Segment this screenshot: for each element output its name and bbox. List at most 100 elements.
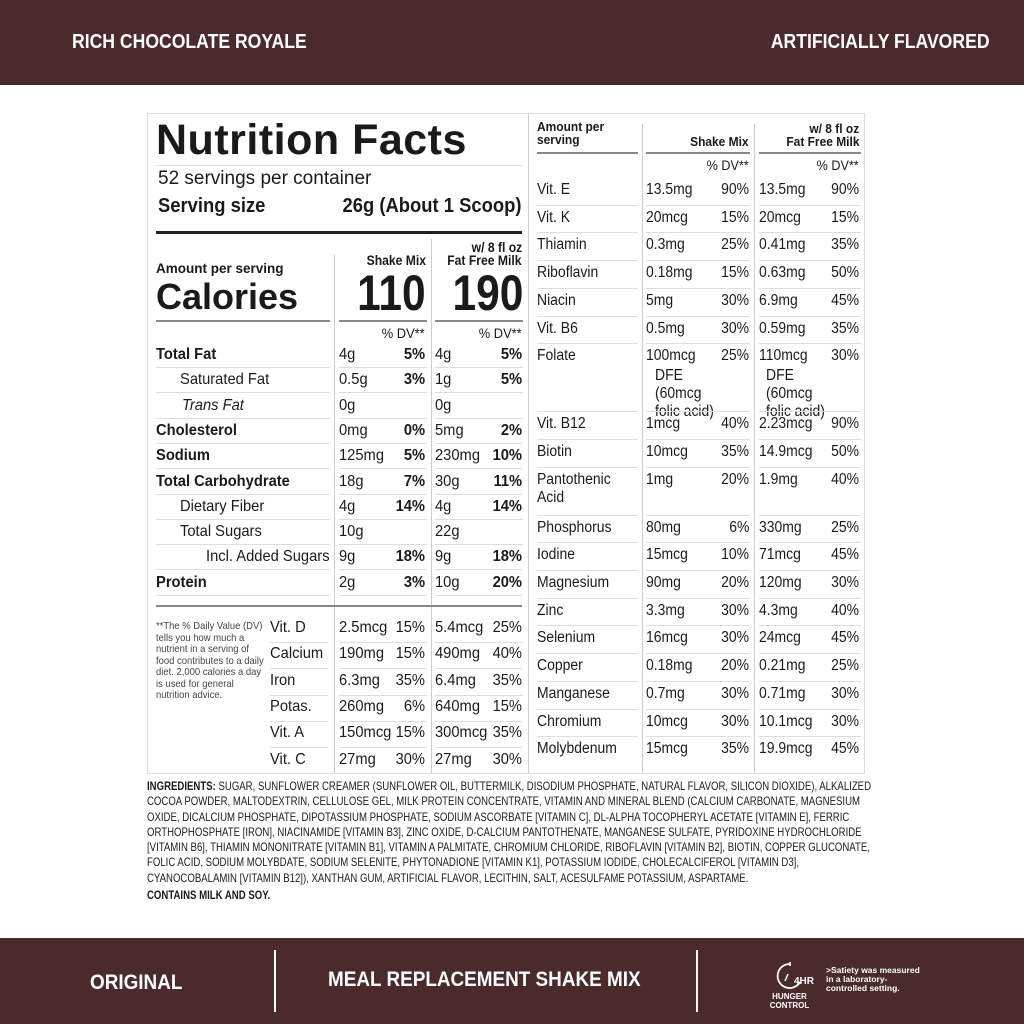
row-divider: [156, 569, 330, 571]
milk-amount: 5.4mcg: [435, 619, 484, 636]
shake-dv: 20%: [721, 657, 749, 675]
vitamin-name: Phosphorus: [537, 518, 612, 536]
milk-amount: 330mg: [759, 518, 802, 536]
shake-amount: 2.5mcg: [339, 619, 388, 636]
shake-amount: 0.5g: [339, 371, 368, 389]
shake-amount: 0.18mg: [646, 657, 693, 675]
shake-amount: 0.18mg: [646, 264, 693, 282]
row-divider: [339, 668, 427, 670]
milk-amount: 300mcg: [435, 724, 488, 742]
shake-amount: 0.7mg: [646, 684, 685, 702]
milk-amount: 71mcg: [759, 546, 801, 564]
milk-amount: 0g: [435, 396, 452, 414]
row-divider: [156, 417, 330, 419]
row-divider: [759, 232, 861, 234]
shake-dv: 14%: [395, 497, 425, 515]
row-divider: [537, 260, 638, 262]
shake-amount: 4g: [339, 346, 356, 363]
shake-dv: 40%: [721, 415, 749, 433]
shake-amount: 9g: [339, 548, 356, 566]
serving-size-value: 26g (About 1 Scoop): [342, 195, 521, 217]
shake-dv: 30%: [721, 712, 749, 730]
row-divider: [435, 747, 523, 749]
shake-amount: 0mg: [339, 421, 368, 439]
row-divider: [339, 642, 427, 643]
row-divider: [759, 570, 861, 571]
label-title: Nutrition Facts: [156, 116, 467, 164]
right-dv-shake: % DV**: [706, 157, 749, 173]
row-divider: [537, 232, 638, 234]
milk-amount: 5mg: [435, 421, 464, 439]
row-divider: [759, 680, 861, 682]
vitamin-name: Potas.: [270, 697, 312, 715]
milk-folate-note: DFE (60mcg folic acid): [766, 367, 825, 421]
shake-amount: 2g: [339, 573, 356, 591]
variant-name: ORIGINAL: [90, 971, 183, 994]
row-divider: [156, 544, 330, 546]
milk-amount: 27mg: [435, 750, 472, 768]
shake-amount: 20mcg: [646, 208, 688, 226]
vitamin-name: Vit. K: [537, 208, 571, 226]
amount-per-serving: Amount per serving: [156, 261, 284, 276]
nutrient-name: Incl. Added Sugars: [206, 548, 330, 566]
milk-amount: 22g: [435, 523, 460, 541]
milk-dv: 30%: [831, 574, 859, 591]
row-divider: [537, 708, 638, 710]
row-divider: [435, 544, 523, 546]
row-divider: [646, 287, 750, 289]
shake-dv: 90%: [721, 181, 749, 198]
shake-amount: 80mg: [646, 518, 681, 536]
row-divider: [537, 736, 638, 738]
shake-amount: 10mcg: [646, 442, 688, 460]
row-divider: [759, 542, 861, 544]
row-divider: [759, 204, 861, 206]
row-divider: [759, 625, 861, 627]
right-dv-milk: % DV**: [816, 157, 859, 173]
milk-amount: 230mg: [435, 447, 481, 465]
nutrient-name: Total Sugars: [180, 523, 262, 541]
vitamin-name: Vit. C: [270, 750, 306, 768]
row-divider: [537, 680, 638, 682]
vitamin-name: Vit. B12: [537, 415, 586, 433]
milk-dv: 90%: [831, 181, 859, 198]
milk-dv: 18%: [492, 548, 522, 566]
shake-dv: 10%: [721, 546, 749, 564]
row-divider: [759, 466, 861, 468]
divider: [274, 950, 276, 1012]
row-divider: [156, 367, 330, 368]
milk-dv: 15%: [492, 697, 522, 715]
row-divider: [339, 569, 427, 571]
milk-dv: 40%: [492, 645, 522, 663]
nutrient-name: Saturated Fat: [180, 371, 270, 389]
milk-amount: 19.9mcg: [759, 740, 813, 758]
row-divider: [339, 417, 427, 419]
row-divider: [646, 343, 750, 345]
milk-amount: 24mcg: [759, 629, 801, 647]
top-banner: RICH CHOCOLATE ROYALE ARTIFICIALLY FLAVO…: [0, 0, 1024, 85]
row-divider: [339, 442, 427, 444]
row-divider: [646, 438, 750, 440]
row-divider: [435, 417, 523, 419]
row-divider: [435, 442, 523, 444]
col-shake-header: Shake Mix: [366, 253, 426, 268]
milk-amount: 4g: [435, 346, 452, 363]
milk-dv: 20%: [492, 573, 522, 591]
row-divider: [759, 708, 861, 710]
calories-shake: 110: [357, 265, 426, 321]
ingredients-text: SUGAR, SUNFLOWER CREAMER (SUNFLOWER OIL,…: [147, 779, 872, 885]
milk-amount: 6.9mg: [759, 291, 798, 309]
flavor-name: RICH CHOCOLATE ROYALE: [72, 31, 307, 53]
milk-dv: 30%: [831, 347, 859, 365]
milk-dv: 30%: [831, 712, 859, 730]
row-divider: [646, 736, 750, 738]
vitamin-name: Vit. D: [270, 619, 306, 636]
row-divider: [156, 594, 330, 596]
serving-size-label: Serving size: [158, 195, 266, 217]
milk-amount: 110mcg: [759, 347, 808, 365]
milk-amount: 0.59mg: [759, 319, 806, 337]
shake-dv: 3%: [403, 573, 425, 591]
row-divider: [646, 260, 750, 262]
vitamin-name: Calcium: [270, 645, 324, 663]
row-divider: [759, 315, 861, 317]
row-divider: [646, 708, 750, 710]
